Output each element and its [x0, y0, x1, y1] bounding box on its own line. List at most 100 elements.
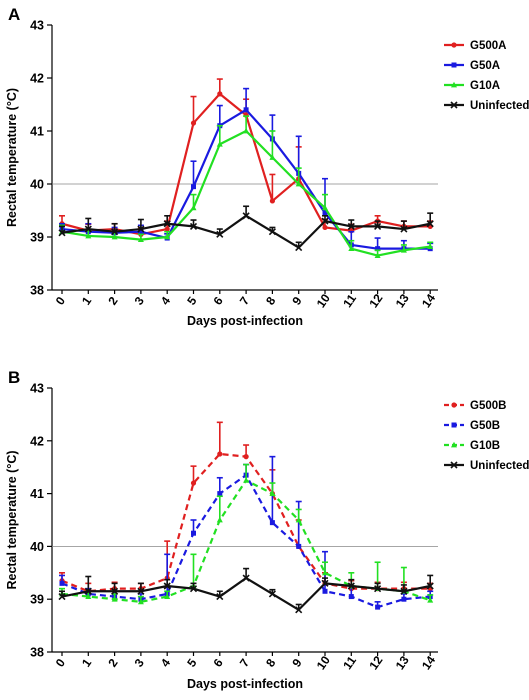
- series-Uninfected: [58, 567, 434, 614]
- legend-label: Uninfected: [470, 460, 529, 472]
- data-point: [347, 582, 355, 590]
- series-G50B: [59, 455, 434, 610]
- data-point: [59, 580, 65, 586]
- legend-marker: [450, 461, 458, 469]
- legend-marker: [451, 42, 457, 48]
- data-point: [347, 222, 355, 230]
- legend-label: G10A: [470, 80, 500, 92]
- data-point: [138, 229, 144, 235]
- data-point: [191, 184, 196, 190]
- x-tick-label: 5: [184, 656, 199, 670]
- data-point: [321, 579, 329, 587]
- x-axis-title: Days post-infection: [187, 314, 303, 328]
- data-point: [58, 592, 66, 601]
- data-point: [400, 587, 408, 595]
- legend-item: Uninfected: [444, 100, 529, 112]
- x-tick-label: 13: [393, 291, 412, 310]
- data-point: [190, 120, 197, 126]
- x-tick-label: 11: [340, 653, 359, 672]
- x-tick-label: 1: [79, 294, 94, 308]
- data-point: [111, 596, 118, 602]
- data-point: [84, 587, 92, 595]
- data-point: [269, 154, 276, 160]
- y-axis-title: Rectal temperature (°C): [5, 88, 19, 227]
- data-point: [243, 127, 250, 134]
- x-tick-label: 12: [366, 291, 385, 310]
- series-line: [61, 129, 431, 257]
- data-point: [296, 543, 302, 549]
- data-point: [85, 593, 92, 599]
- data-point: [295, 244, 303, 252]
- data-point: [111, 587, 119, 595]
- data-point: [426, 582, 434, 590]
- data-point: [268, 228, 276, 236]
- x-tick-label: 3: [132, 294, 147, 308]
- data-point: [164, 593, 171, 599]
- legend-marker: [451, 62, 457, 68]
- data-point: [427, 243, 434, 249]
- y-tick-label: 42: [30, 72, 44, 86]
- data-point: [189, 585, 198, 593]
- y-tick-label: 40: [30, 540, 44, 554]
- x-tick-label: 11: [340, 291, 359, 310]
- data-point: [374, 252, 381, 258]
- data-point: [137, 225, 145, 233]
- data-point: [191, 530, 196, 536]
- x-tick-label: 7: [237, 656, 252, 670]
- data-point: [269, 490, 276, 496]
- data-point: [217, 491, 223, 497]
- data-point: [243, 107, 249, 113]
- data-point: [189, 222, 198, 230]
- data-point: [111, 233, 118, 240]
- data-point: [269, 520, 275, 526]
- x-tick-label: 5: [184, 294, 199, 308]
- data-point: [295, 606, 303, 614]
- data-point: [322, 224, 328, 231]
- data-point: [137, 598, 144, 605]
- x-tick-label: 0: [53, 656, 68, 670]
- legend-label: G50B: [470, 420, 500, 432]
- data-point: [374, 585, 382, 593]
- x-tick-label: 14: [419, 653, 438, 672]
- legend-label: G500A: [470, 40, 506, 52]
- legend-label: G10B: [470, 440, 500, 452]
- x-tick-label: 7: [237, 294, 252, 308]
- data-point: [84, 225, 92, 233]
- legend-item: G10B: [444, 440, 500, 452]
- data-point: [400, 247, 407, 253]
- legend-marker: [451, 402, 457, 408]
- x-tick-label: 8: [263, 294, 278, 308]
- x-tick-label: 6: [211, 294, 226, 308]
- x-tick-label: 13: [393, 653, 412, 672]
- x-tick-label: 2: [105, 656, 120, 670]
- data-point: [426, 220, 434, 228]
- y-tick-label: 38: [30, 646, 44, 660]
- series-Uninfected: [58, 205, 434, 252]
- y-tick-label: 39: [30, 593, 44, 607]
- data-point: [269, 198, 275, 204]
- data-point: [217, 451, 223, 457]
- data-point: [348, 245, 355, 252]
- data-point: [111, 228, 119, 236]
- legend-label: G500B: [470, 400, 506, 412]
- data-point: [190, 480, 197, 486]
- data-point: [427, 597, 434, 603]
- data-point: [243, 454, 249, 460]
- data-point: [58, 229, 66, 237]
- x-tick-label: 4: [158, 656, 173, 670]
- x-tick-label: 12: [366, 653, 385, 672]
- legend-label: Uninfected: [470, 100, 529, 112]
- legend-item: G50A: [444, 60, 500, 72]
- data-point: [137, 587, 145, 595]
- data-point: [217, 91, 223, 97]
- panel-label: B: [8, 368, 20, 387]
- y-tick-label: 42: [30, 434, 44, 448]
- data-point: [322, 210, 328, 216]
- x-tick-label: 8: [263, 656, 278, 670]
- data-point: [190, 204, 197, 211]
- data-point: [216, 592, 224, 601]
- legend-item: G500A: [444, 40, 506, 52]
